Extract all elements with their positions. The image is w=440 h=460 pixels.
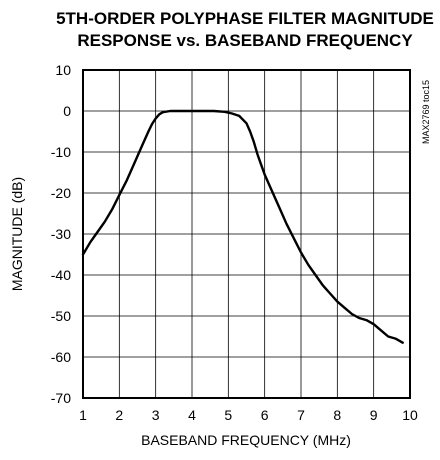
x-tick-label: 8 <box>333 407 341 423</box>
x-tick-label: 6 <box>261 407 269 423</box>
y-tick-label: -30 <box>51 226 71 242</box>
y-tick-label: 10 <box>55 62 71 78</box>
x-tick-label: 9 <box>370 407 378 423</box>
y-tick-label: -20 <box>51 185 71 201</box>
x-axis-label: BASEBAND FREQUENCY (MHz) <box>141 432 351 448</box>
y-tick-label: -60 <box>51 349 71 365</box>
plot-frame <box>82 69 411 399</box>
x-tick-label: 2 <box>115 407 123 423</box>
x-tick-label: 7 <box>297 407 305 423</box>
y-tick-label: 0 <box>63 103 71 119</box>
y-tick-label: -70 <box>51 390 71 406</box>
y-axis-label: MAGNITUDE (dB) <box>9 177 25 291</box>
chart-title-line-1: 5TH-ORDER POLYPHASE FILTER MAGNITUDE <box>56 9 434 28</box>
figure-code-annotation: MAX2769 toc15 <box>421 80 431 144</box>
y-tick-label: -50 <box>51 308 71 324</box>
chart-title-line-2: RESPONSE vs. BASEBAND FREQUENCY <box>77 31 413 50</box>
y-tick-label: -10 <box>51 144 71 160</box>
x-tick-labels: 1 2 3 4 5 6 7 8 9 10 <box>79 407 418 423</box>
x-tick-label: 3 <box>152 407 160 423</box>
y-tick-label: -40 <box>51 267 71 283</box>
x-tick-label: 10 <box>402 407 418 423</box>
x-tick-label: 4 <box>188 407 196 423</box>
y-tick-labels: 10 0 -10 -20 -30 -40 -50 -60 -70 <box>51 62 71 406</box>
x-tick-label: 5 <box>224 407 232 423</box>
x-tick-label: 1 <box>79 407 87 423</box>
grid-lines <box>82 69 411 399</box>
magnitude-response-line <box>81 109 404 344</box>
